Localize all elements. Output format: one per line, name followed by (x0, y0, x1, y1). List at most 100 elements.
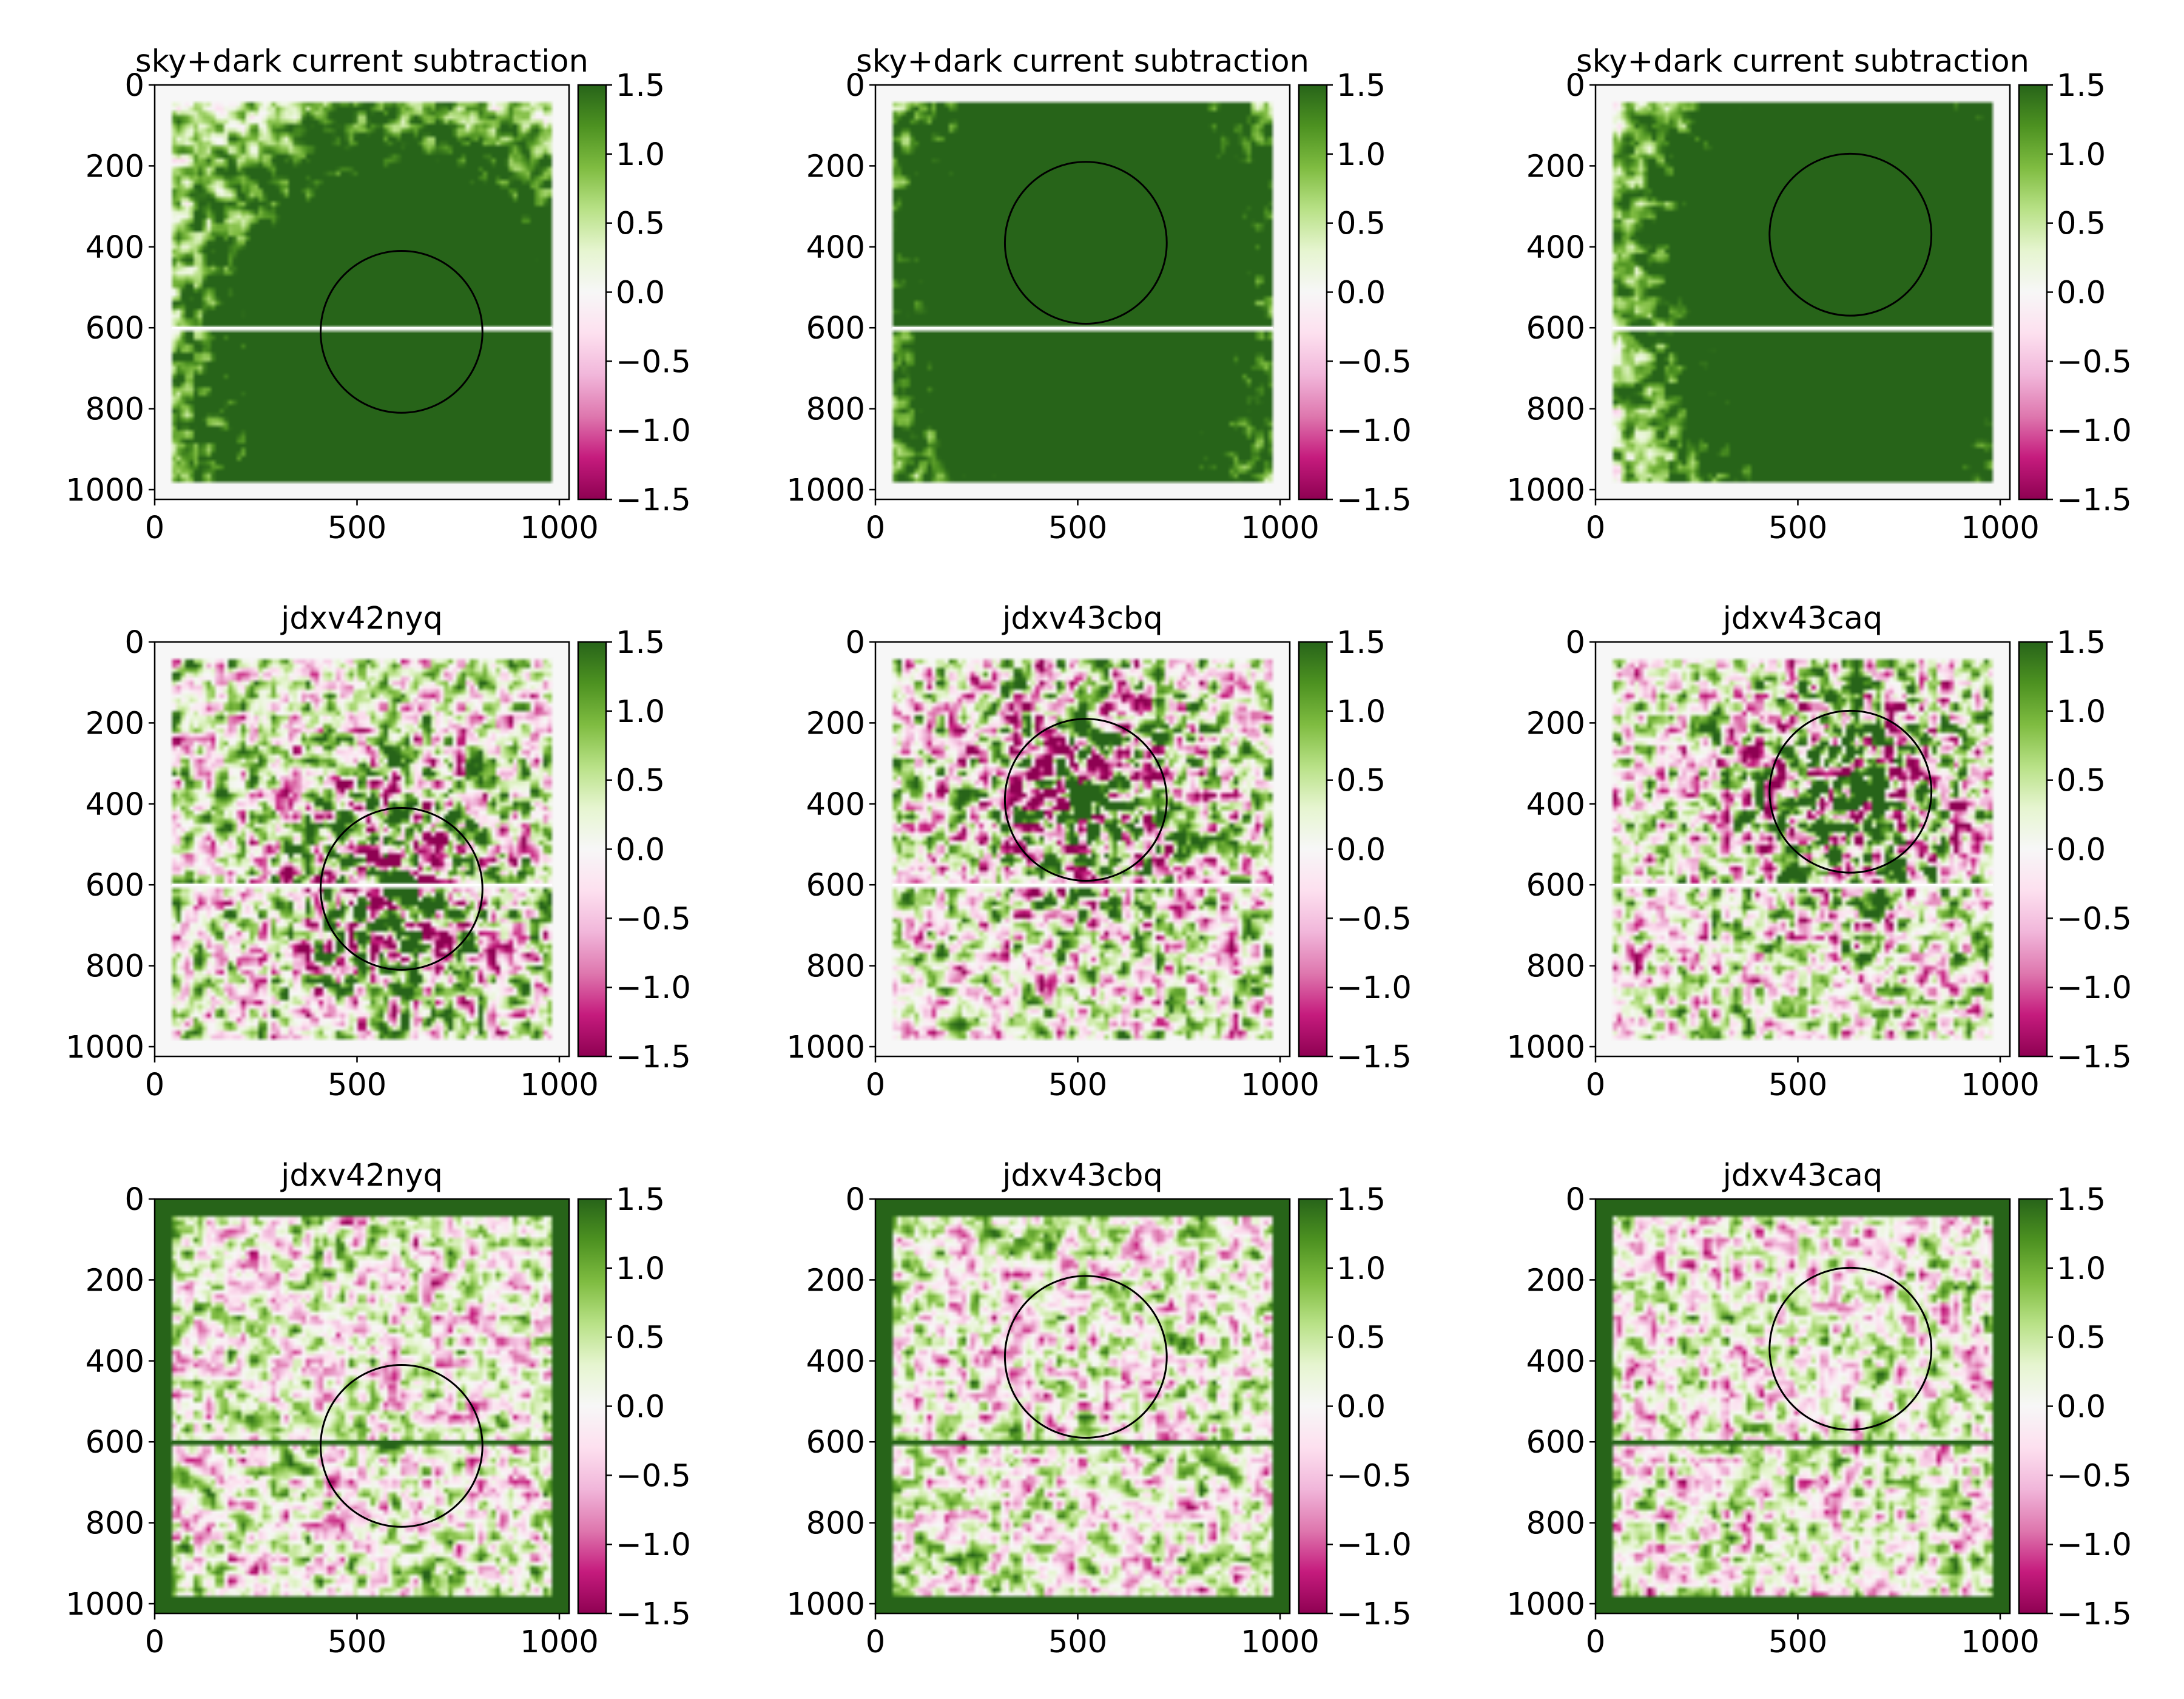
y-tick-label: 200 (806, 1263, 865, 1299)
x-tick-label: 500 (1048, 1624, 1107, 1660)
colorbar-tick-label: 1.5 (1336, 1182, 1386, 1218)
colorbar-tick-label: 1.0 (2057, 137, 2106, 173)
y-tick-label: 1000 (1506, 1587, 1585, 1623)
y-tick-label: 800 (1526, 949, 1585, 985)
heatmap-image (1596, 85, 2010, 499)
colorbar-tick-label: −1.5 (616, 482, 691, 518)
aperture-circle (319, 249, 484, 414)
colorbar-tick-label: 0.0 (2057, 833, 2106, 868)
y-tick-label: 1000 (1506, 1030, 1585, 1066)
colorbar-tick-label: 0.5 (2057, 1320, 2106, 1356)
colorbar-tick-label: 0.5 (1336, 1320, 1386, 1356)
panel-title: sky+dark current subtraction (135, 44, 588, 79)
aperture-circle (1768, 709, 1933, 874)
panel-title: sky+dark current subtraction (1576, 44, 2029, 79)
colorbar-tick-label: 0.0 (1336, 833, 1386, 868)
y-tick-label: 400 (806, 787, 865, 823)
colorbar-tick-label: −1.5 (616, 1039, 691, 1075)
x-tick-label: 1000 (1241, 1067, 1320, 1103)
colorbar (2019, 1199, 2047, 1613)
colorbar-tick-label: −1.0 (1336, 1527, 1412, 1563)
y-tick-label: 600 (86, 311, 144, 346)
y-tick-label: 600 (1526, 868, 1585, 904)
heatmap-image (875, 1199, 1290, 1613)
colorbar-tick-label: 0.0 (2057, 1390, 2106, 1425)
colorbar-tick-label: −1.5 (1336, 1596, 1412, 1632)
x-tick-label: 1000 (1961, 1067, 2040, 1103)
y-tick-label: 800 (806, 1506, 865, 1542)
x-tick-label: 0 (145, 510, 164, 546)
y-tick-label: 600 (1526, 1425, 1585, 1461)
colorbar-tick-label: −0.5 (2057, 1458, 2132, 1494)
colorbar-tick-label: 0.0 (616, 833, 665, 868)
y-tick-label: 1000 (66, 1030, 144, 1066)
aperture-circle (1003, 718, 1168, 882)
y-tick-label: 0 (846, 625, 865, 661)
aperture-circle (319, 806, 484, 971)
colorbar-tick-label: 0.5 (616, 1320, 665, 1356)
colorbar-tick-label: −0.5 (1336, 901, 1412, 937)
colorbar-tick-label: −1.0 (1336, 970, 1412, 1006)
axes-frame (874, 1198, 1291, 1615)
y-tick-label: 0 (1566, 1182, 1585, 1218)
x-tick-label: 0 (1586, 1624, 1605, 1660)
colorbar-tick-label: −0.5 (616, 1458, 691, 1494)
x-tick-label: 1000 (520, 1624, 599, 1660)
y-tick-label: 400 (806, 1344, 865, 1380)
colorbar-tick-label: −1.0 (616, 970, 691, 1006)
colorbar-tick-label: −0.5 (1336, 1458, 1412, 1494)
x-tick-label: 500 (1768, 510, 1827, 546)
y-tick-label: 1000 (66, 473, 144, 508)
y-tick-label: 800 (806, 392, 865, 428)
colorbar-tick-label: 1.0 (2057, 1251, 2106, 1287)
y-tick-label: 400 (86, 230, 144, 266)
heatmap-image (1596, 1199, 2010, 1613)
y-tick-label: 200 (86, 1263, 144, 1299)
colorbar-tick-label: 1.5 (616, 625, 665, 661)
colorbar-tick-label: 1.5 (2057, 1182, 2106, 1218)
colorbar-tick-label: 0.5 (1336, 206, 1386, 242)
colorbar-tick-label: 1.0 (1336, 137, 1386, 173)
y-tick-label: 600 (806, 1425, 865, 1461)
colorbar-tick-label: 0.5 (2057, 206, 2106, 242)
y-tick-label: 200 (806, 149, 865, 184)
heatmap-image (875, 642, 1290, 1056)
y-tick-label: 600 (806, 868, 865, 904)
y-tick-label: 400 (86, 787, 144, 823)
colorbar-tick-label: 1.5 (1336, 625, 1386, 661)
y-tick-label: 800 (86, 949, 144, 985)
y-tick-label: 1000 (786, 1030, 865, 1066)
colorbar-tick-label: −1.5 (1336, 1039, 1412, 1075)
panel-title: sky+dark current subtraction (856, 44, 1309, 79)
colorbar-tick-label: 0.0 (1336, 275, 1386, 311)
x-tick-label: 500 (328, 1624, 386, 1660)
axes-frame (874, 641, 1291, 1058)
y-tick-label: 200 (1526, 149, 1585, 184)
axes-frame (1594, 84, 2011, 501)
heatmap-image (155, 642, 569, 1056)
colorbar (1299, 642, 1327, 1056)
y-tick-label: 1000 (786, 473, 865, 508)
aperture-circle (1003, 1275, 1168, 1439)
colorbar-tick-label: 1.0 (616, 137, 665, 173)
colorbar-tick-label: −1.0 (616, 1527, 691, 1563)
x-tick-label: 0 (866, 510, 885, 546)
y-tick-label: 200 (86, 706, 144, 741)
colorbar-tick-label: 0.5 (1336, 763, 1386, 799)
y-tick-label: 400 (1526, 1344, 1585, 1380)
colorbar-tick-label: 1.0 (1336, 694, 1386, 730)
colorbar (578, 85, 606, 499)
colorbar-tick-label: 0.0 (2057, 275, 2106, 311)
y-tick-label: 600 (806, 311, 865, 346)
y-tick-label: 0 (1566, 68, 1585, 104)
y-tick-label: 200 (1526, 706, 1585, 741)
aperture-circle (1768, 1266, 1933, 1431)
x-tick-label: 500 (1048, 1067, 1107, 1103)
y-tick-label: 800 (86, 392, 144, 428)
y-tick-label: 1000 (66, 1587, 144, 1623)
colorbar-tick-label: −1.5 (616, 1596, 691, 1632)
